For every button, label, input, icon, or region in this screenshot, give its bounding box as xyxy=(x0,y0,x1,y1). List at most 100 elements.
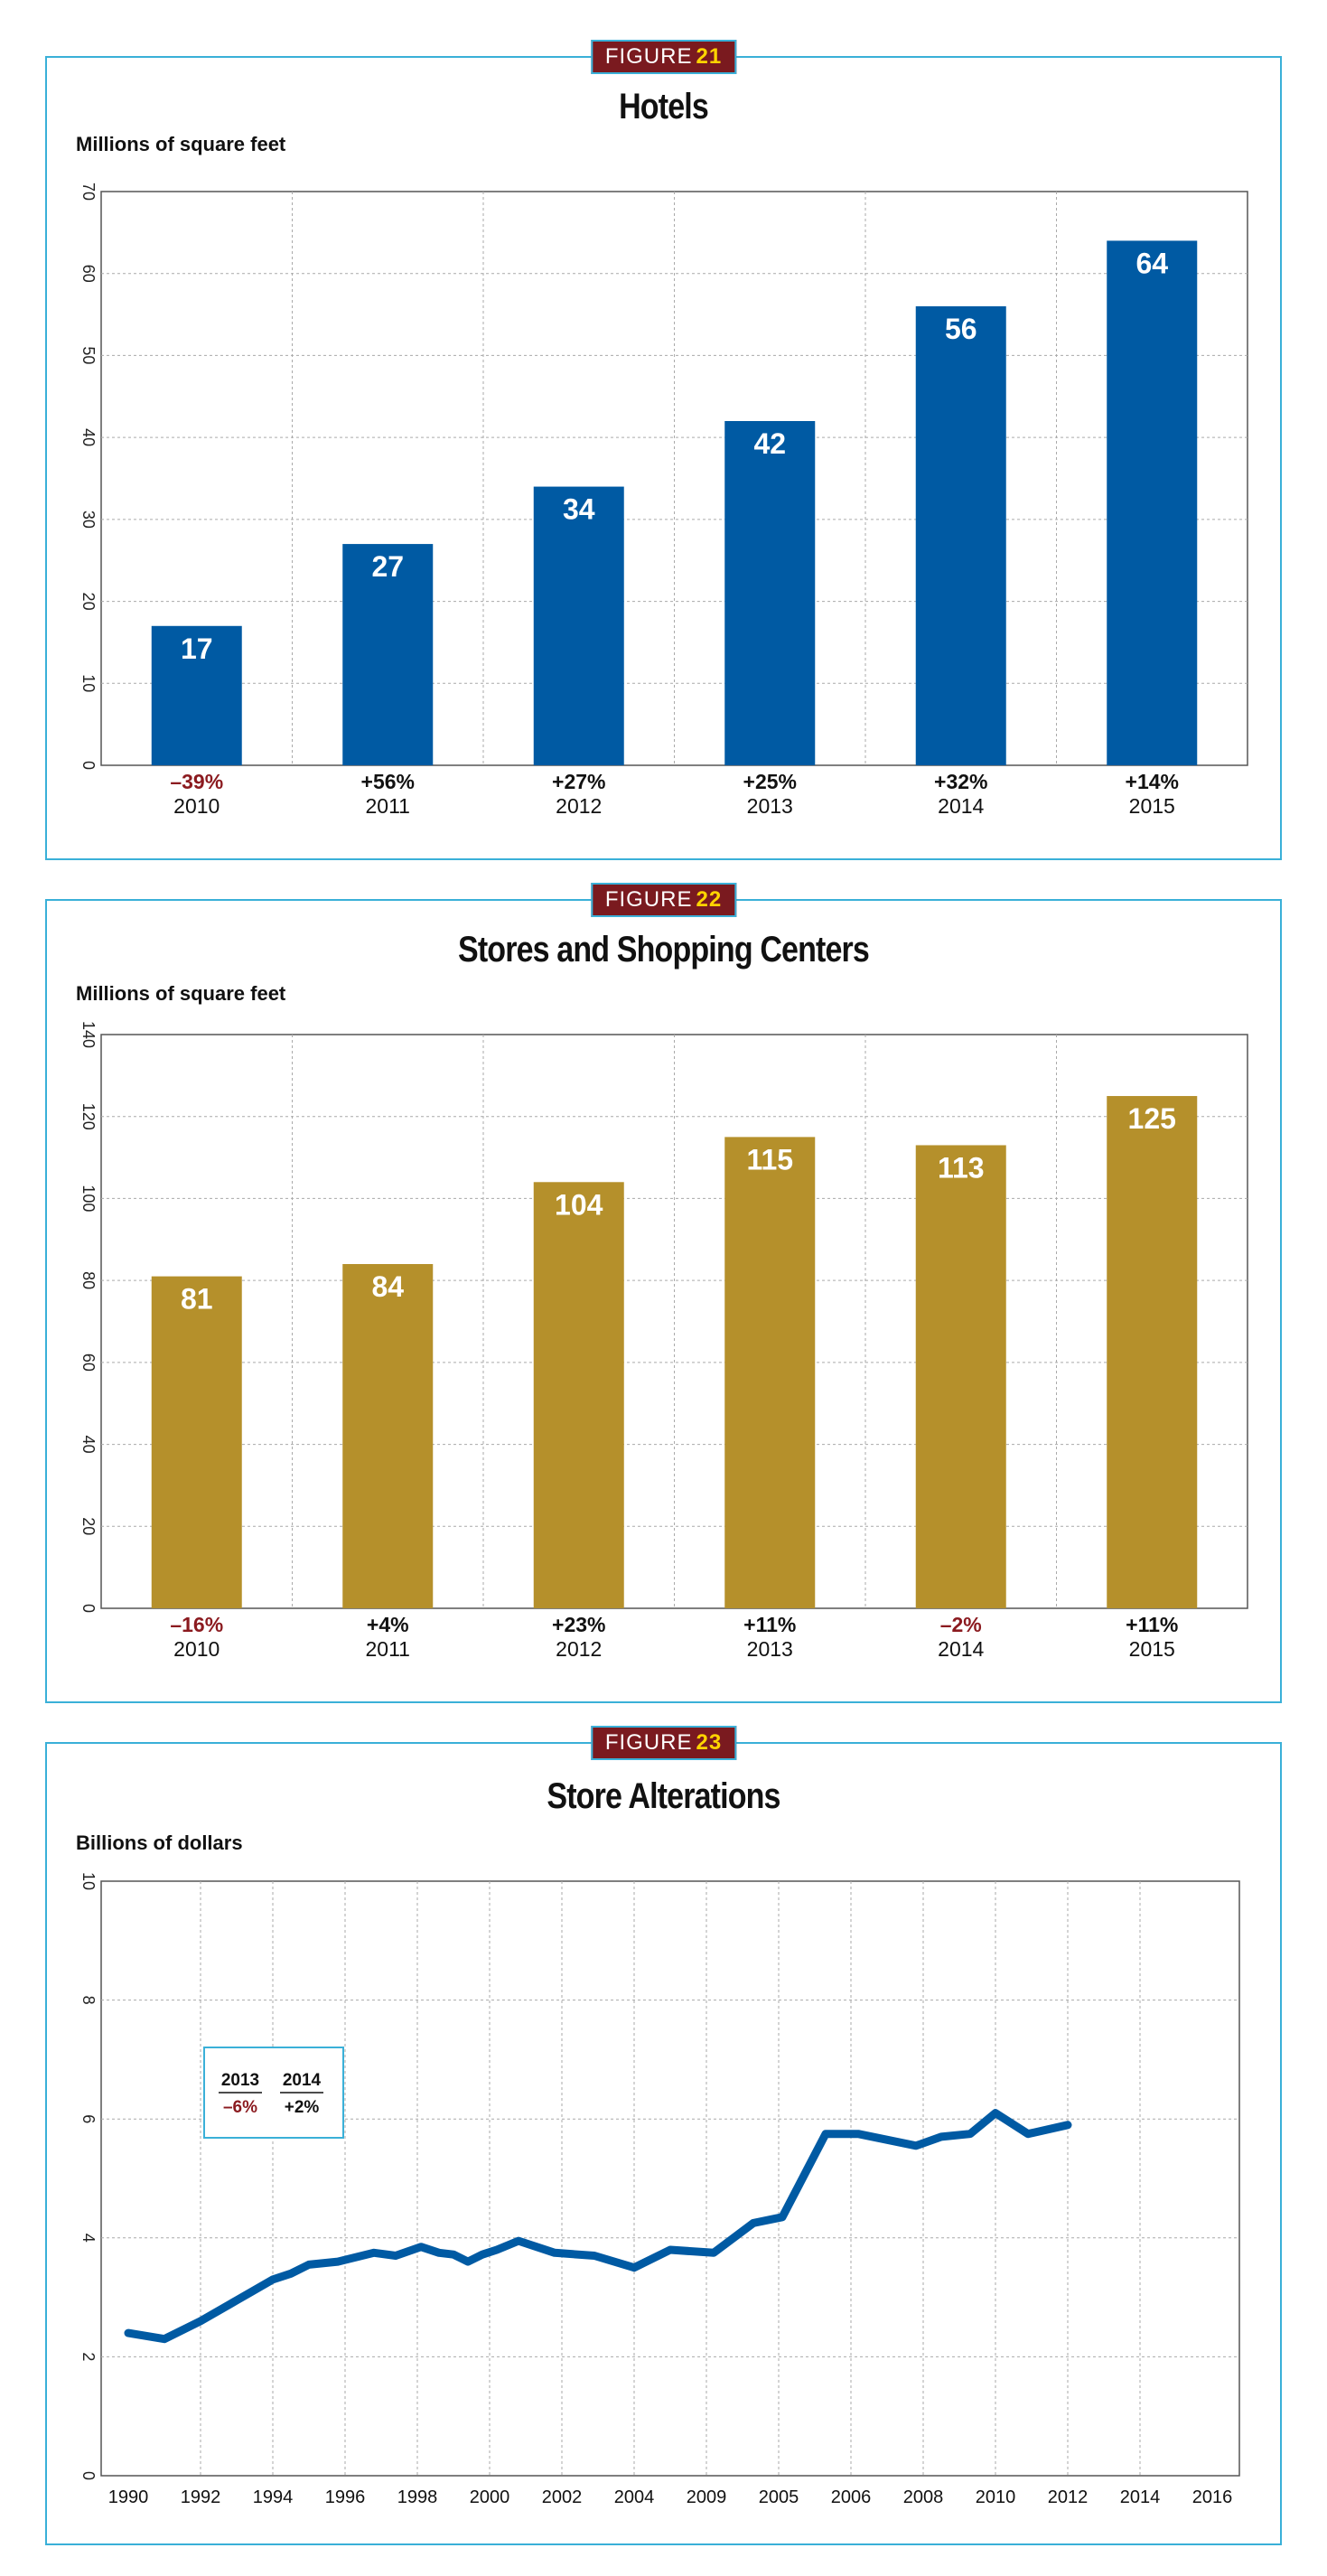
fig21-bar xyxy=(533,486,624,765)
figure-22-tag: FIGURE 22 xyxy=(590,883,737,917)
fig22-bar-value-label: 81 xyxy=(181,1283,213,1316)
fig23-x-tick-label: 2002 xyxy=(542,2487,583,2507)
fig23-x-tick-label: 2016 xyxy=(1192,2487,1233,2507)
figure-23-tag: FIGURE 23 xyxy=(590,1726,737,1760)
fig21-y-tick-label: 70 xyxy=(79,183,98,201)
fig21-change-label: +14% xyxy=(1126,770,1179,793)
fig22-bar xyxy=(151,1276,242,1608)
figure-21-unit-label: Millions of square feet xyxy=(76,133,286,155)
fig22-y-tick-label: 80 xyxy=(79,1271,98,1289)
figure-21-title: Hotels xyxy=(619,87,709,126)
fig23-plot-frame xyxy=(100,1880,1240,2477)
figure-23-tag-number: 23 xyxy=(696,1730,723,1755)
fig22-y-tick-label: 120 xyxy=(79,1103,98,1130)
fig23-x-tick-label: 2008 xyxy=(903,2487,944,2507)
figure-21-tag: FIGURE 21 xyxy=(590,40,737,74)
fig21-bar-value-label: 56 xyxy=(945,313,977,345)
fig21-plot-frame xyxy=(100,191,1248,766)
fig21-change-label: –39% xyxy=(170,770,223,793)
figure-22-bar-chart: 0 20 40 60 80 100 120 140 81 –16%2010 84 +4%2011 104… xyxy=(79,1021,1248,1661)
figure-21-tag-number: 21 xyxy=(696,44,723,69)
fig23-x-tick-label: 2005 xyxy=(759,2487,799,2507)
fig23-y-tick-label: 2 xyxy=(79,2352,98,2361)
fig23-y-tick-label: 8 xyxy=(79,1996,98,2005)
figure-23-unit-label: Billions of dollars xyxy=(76,1831,243,1854)
fig22-bar xyxy=(533,1182,624,1608)
fig21-y-tick-label: 60 xyxy=(79,265,98,283)
fig22-change-label: +23% xyxy=(552,1613,605,1636)
fig21-change-label: +27% xyxy=(552,770,605,793)
fig21-bar-value-label: 17 xyxy=(181,632,213,665)
figure-21-tag-prefix: FIGURE xyxy=(604,44,693,69)
figure-22-panel: FIGURE 22 Stores and Shopping Centers Mil… xyxy=(45,883,1282,1703)
fig21-y-tick-label: 40 xyxy=(79,428,98,446)
fig21-bar-value-label: 34 xyxy=(563,493,595,526)
fig21-x-tick-label: 2013 xyxy=(747,794,793,818)
fig21-change-label: +32% xyxy=(934,770,987,793)
fig22-change-label: +4% xyxy=(367,1613,409,1636)
fig22-y-tick-label: 0 xyxy=(79,1604,98,1613)
figure-21-bar-chart: 0 10 20 30 40 50 60 70 17 –39%2010 27 +56%2011 34 +27… xyxy=(79,183,1248,818)
fig22-bar xyxy=(342,1264,434,1608)
fig23-x-tick-label: 2004 xyxy=(614,2487,655,2507)
fig22-bar xyxy=(915,1145,1006,1608)
fig22-bar xyxy=(1107,1096,1198,1608)
fig22-y-tick-label: 140 xyxy=(79,1021,98,1048)
fig21-y-tick-label: 20 xyxy=(79,593,98,611)
fig21-x-tick-label: 2011 xyxy=(366,794,410,818)
fig21-bar xyxy=(151,625,242,765)
figure-22-tag-number: 22 xyxy=(696,887,723,912)
figure-22-tag-prefix: FIGURE xyxy=(604,887,693,912)
figure-21-panel: FIGURE 21 Hotels Millions of square feet … xyxy=(45,40,1282,860)
fig22-change-label: –2% xyxy=(940,1613,982,1636)
figure-23-line-chart: 0 2 4 6 8 10 1990 1992 1994 1996 1998 2000 2002 2004 2… xyxy=(79,1872,1240,2507)
fig22-x-tick-label: 2010 xyxy=(173,1637,220,1661)
fig21-bar xyxy=(342,544,434,765)
fig23-x-tick-label: 2006 xyxy=(831,2487,872,2507)
fig21-y-tick-label: 50 xyxy=(79,346,98,364)
figure-22-title: Stores and Shopping Centers xyxy=(457,930,870,970)
fig22-y-tick-label: 20 xyxy=(79,1517,98,1535)
fig23-series-line xyxy=(124,2109,1072,2344)
fig22-bar-value-label: 115 xyxy=(746,1143,793,1176)
fig21-x-tick-label: 2014 xyxy=(938,794,984,818)
fig21-bar-value-label: 27 xyxy=(371,550,404,583)
fig22-plot-frame xyxy=(100,1034,1248,1609)
fig22-y-tick-label: 40 xyxy=(79,1436,98,1454)
fig22-change-label: –16% xyxy=(170,1613,223,1636)
fig21-x-tick-label: 2012 xyxy=(556,794,602,818)
fig23-y-tick-label: 6 xyxy=(79,2114,98,2123)
fig22-x-tick-label: 2015 xyxy=(1129,1637,1175,1661)
fig21-x-tick-label: 2010 xyxy=(173,794,220,818)
fig23-change-box-year: 2013 xyxy=(221,2071,259,2090)
fig23-x-tick-label: 2012 xyxy=(1048,2487,1089,2507)
fig23-change-box-value: +2% xyxy=(285,2098,320,2117)
fig23-x-tick-label: 1996 xyxy=(325,2487,366,2507)
fig21-y-tick-label: 0 xyxy=(79,761,98,770)
fig22-bar-value-label: 125 xyxy=(1128,1102,1176,1135)
fig22-bar xyxy=(724,1137,816,1608)
figure-23-tag-prefix: FIGURE xyxy=(604,1730,693,1755)
figure-23-panel: FIGURE 23 Store Alterations Billions of d… xyxy=(45,1726,1282,2545)
fig21-bar xyxy=(724,421,816,765)
fig21-y-tick-label: 10 xyxy=(79,674,98,692)
fig21-change-label: +25% xyxy=(743,770,797,793)
fig23-x-tick-label: 1998 xyxy=(397,2487,438,2507)
fig22-change-label: +11% xyxy=(1126,1613,1178,1636)
fig23-change-box-year: 2014 xyxy=(283,2071,322,2090)
fig22-x-tick-label: 2012 xyxy=(556,1637,602,1661)
fig23-x-tick-label: 1994 xyxy=(253,2487,294,2507)
fig21-x-tick-label: 2015 xyxy=(1129,794,1175,818)
fig22-bar-value-label: 113 xyxy=(938,1151,985,1184)
fig23-y-tick-label: 0 xyxy=(79,2471,98,2480)
fig23-change-box-value: –6% xyxy=(223,2098,257,2117)
fig23-y-tick-label: 10 xyxy=(79,1872,98,1890)
fig21-bar-value-label: 64 xyxy=(1135,247,1168,279)
fig22-change-label: +11% xyxy=(743,1613,796,1636)
figure-22-unit-label: Millions of square feet xyxy=(76,982,286,1005)
figure-23-title: Store Alterations xyxy=(547,1776,780,1816)
fig21-bar-value-label: 42 xyxy=(753,427,786,460)
fig22-y-tick-label: 100 xyxy=(79,1185,98,1212)
fig22-x-tick-label: 2013 xyxy=(747,1637,793,1661)
fig23-x-tick-label: 2009 xyxy=(687,2487,727,2507)
